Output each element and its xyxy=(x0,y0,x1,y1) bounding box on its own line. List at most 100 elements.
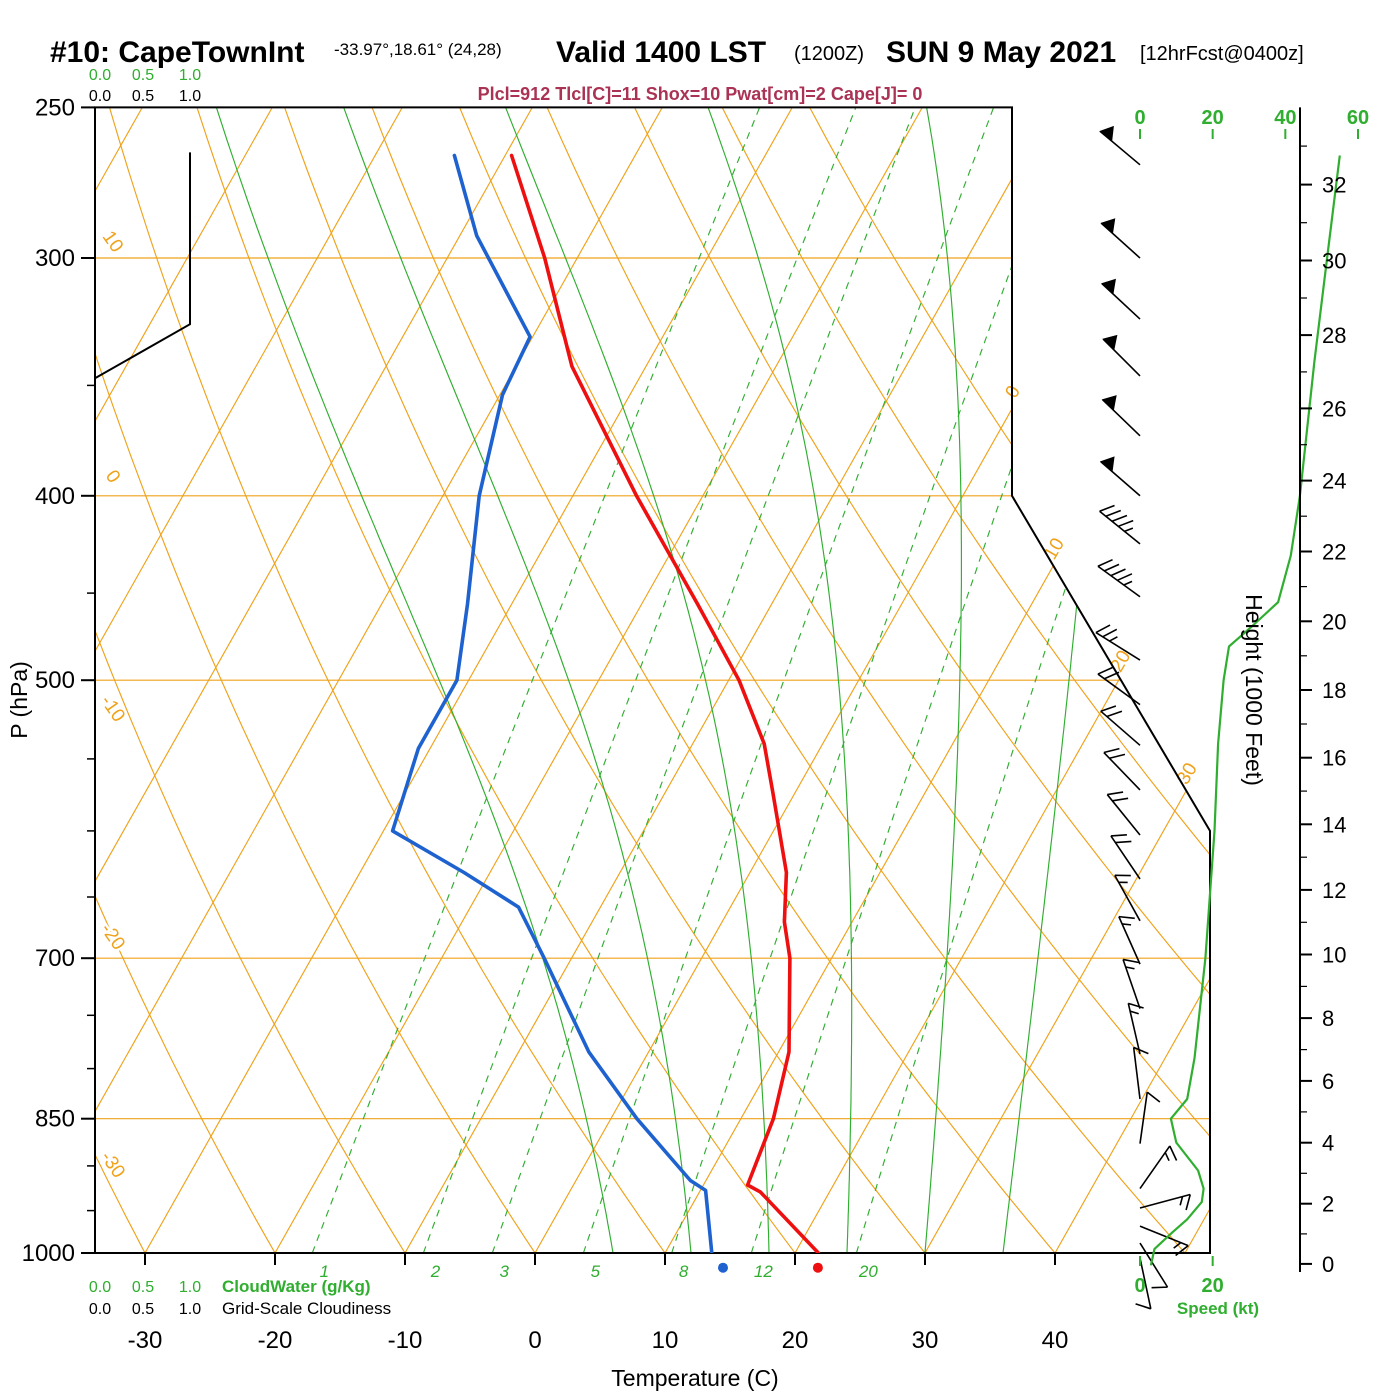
wind-barb-full xyxy=(1099,504,1115,512)
wind-barb-full xyxy=(1135,1303,1152,1310)
moist-adiabat-line xyxy=(343,107,692,1253)
isotherm-line xyxy=(95,107,533,1253)
speed-tick-label: 20 xyxy=(1202,107,1224,129)
temperature-tick-label: -20 xyxy=(258,1327,293,1354)
wind-barb-full xyxy=(1128,1002,1144,1009)
isotherm-label: 0 xyxy=(1001,382,1024,402)
wind-barb-full xyxy=(1175,1244,1189,1257)
height-tick-label: 32 xyxy=(1322,173,1346,198)
wind-barb-pennant xyxy=(1101,395,1117,412)
dry-adiabat-line xyxy=(546,107,1210,1253)
wind-barb-full xyxy=(1097,558,1113,567)
dry-adiabat-line xyxy=(95,107,536,1253)
speed-tick-label: 20 xyxy=(1202,1275,1224,1297)
pressure-axis: 250 300 400 500 700 850 1000 P (hPa) xyxy=(6,94,95,1267)
cloudwater-scale-label: 1.0 xyxy=(179,1279,201,1296)
cloudiness-scale-label: 0.5 xyxy=(132,1301,154,1318)
dry-adiabat-label: -10 xyxy=(96,692,129,727)
wind-barb-full xyxy=(1102,628,1118,638)
wind-barb-half xyxy=(1164,1152,1170,1162)
dry-adiabat-label: 0 xyxy=(101,466,124,487)
wind-barb-full xyxy=(1118,915,1135,920)
cloud-scale-rows: 0.0 0.0 0.5 0.5 1.0 1.0 0.0 0.0 0.5 0.5 1.0 1.0 Clou… xyxy=(89,67,391,1318)
height-tick-label: 26 xyxy=(1322,396,1346,421)
wind-barb-staff xyxy=(1139,1145,1171,1190)
height-tick-label: 10 xyxy=(1322,942,1346,967)
pressure-tick-label: 1000 xyxy=(22,1240,75,1267)
dry-adiabat-line xyxy=(721,107,1210,1253)
height-tick-label: 6 xyxy=(1322,1069,1334,1094)
wind-barb-full xyxy=(1117,519,1134,528)
wind-barb-staff xyxy=(1122,959,1141,1009)
pressure-axis-title: P (hPa) xyxy=(6,661,32,739)
height-axis-title: Height (1000 Feet) xyxy=(1241,594,1267,786)
height-tick-label: 8 xyxy=(1322,1006,1334,1031)
height-tick-label: 2 xyxy=(1322,1192,1334,1217)
wind-barb-full xyxy=(1122,958,1139,964)
cloudiness-profile-line xyxy=(94,152,191,380)
cloudiness-caption: Grid-Scale Cloudiness xyxy=(222,1299,391,1318)
pressure-tick-label: 850 xyxy=(35,1106,75,1133)
wind-barb-full xyxy=(1151,1286,1168,1289)
wind-barb-full xyxy=(1185,1194,1192,1211)
cloudwater-scale-label: 0.0 xyxy=(89,1279,111,1296)
stability-parameters: Plcl=912 Tlcl[C]=11 Shox=10 Pwat[cm]=2 C… xyxy=(477,84,923,104)
height-tick-label: 28 xyxy=(1322,323,1346,348)
wind-barb-full xyxy=(1169,1145,1178,1161)
height-tick-label: 24 xyxy=(1322,469,1346,494)
height-tick-label: 4 xyxy=(1322,1131,1334,1156)
mixing-ratio-line xyxy=(671,107,1070,1253)
dry-adiabat-label: -30 xyxy=(96,1148,129,1183)
mixing-ratio-label: 3 xyxy=(500,1262,510,1281)
mixing-ratio-line xyxy=(422,107,857,1253)
dry-adiabat-line xyxy=(284,107,926,1253)
wind-barb-full xyxy=(1146,1091,1161,1103)
height-tick-label: 16 xyxy=(1322,746,1346,771)
station-title: #10: CapeTownInt xyxy=(50,36,305,69)
wind-barb-half xyxy=(1129,1010,1139,1015)
wind-barb-full xyxy=(1100,705,1117,712)
temperature-profile-line xyxy=(509,153,821,1253)
temperature-tick-label: -10 xyxy=(388,1327,423,1354)
cloudiness-scale-label: 0.0 xyxy=(89,88,111,105)
cloudwater-caption: CloudWater (g/Kg) xyxy=(222,1277,371,1296)
wind-barb-full xyxy=(1097,666,1113,675)
height-tick-label: 0 xyxy=(1322,1252,1334,1277)
wind-barb-full xyxy=(1104,671,1120,680)
wind-barb-full xyxy=(1095,624,1111,634)
dry-adiabat-line xyxy=(95,107,276,1253)
pressure-tick-label: 500 xyxy=(35,667,75,694)
wind-barb-staff xyxy=(1103,751,1141,791)
temperature-axis-title: Temperature (C) xyxy=(611,1365,778,1391)
surface-temperature-dot xyxy=(812,1262,823,1273)
forecast-label: [12hrFcst@0400z] xyxy=(1140,43,1304,65)
dry-adiabat-label: 10 xyxy=(98,227,127,256)
dry-adiabat-line xyxy=(634,107,1210,1253)
isotherm-line xyxy=(1054,107,1210,1253)
temperature-tick-label: 40 xyxy=(1042,1327,1069,1354)
wind-barb-full xyxy=(1110,568,1126,577)
wind-barb-pennant xyxy=(1102,334,1118,351)
wind-barb-full xyxy=(1105,509,1122,517)
wind-speed-profile-line xyxy=(1149,155,1341,1266)
dry-adiabat-line xyxy=(196,107,796,1253)
mixing-ratio-label: 1 xyxy=(320,1262,329,1281)
valid-time-utc: (1200Z) xyxy=(794,43,865,65)
cloudwater-scale-label: 0.5 xyxy=(132,67,154,84)
speed-axis-title: Speed (kt) xyxy=(1177,1299,1259,1318)
wind-barb-staff xyxy=(1118,916,1141,965)
mixing-ratio-label: 5 xyxy=(591,1262,601,1281)
wind-barb-full xyxy=(1104,563,1120,572)
wind-barb-full xyxy=(1133,1046,1149,1055)
pressure-tick-label: 250 xyxy=(35,94,75,121)
wind-barb-staff xyxy=(1139,1242,1169,1288)
cloudiness-scale-label: 1.0 xyxy=(179,1301,201,1318)
wind-barb-half xyxy=(1123,580,1133,586)
wind-barb-half xyxy=(1173,1241,1182,1249)
height-tick-label: 18 xyxy=(1322,678,1346,703)
station-coords: -33.97°,18.61° (24,28) xyxy=(334,40,502,59)
sounding-profiles xyxy=(390,153,821,1253)
wind-barb-staff xyxy=(1132,1047,1141,1100)
mixing-ratio-line xyxy=(582,107,995,1253)
